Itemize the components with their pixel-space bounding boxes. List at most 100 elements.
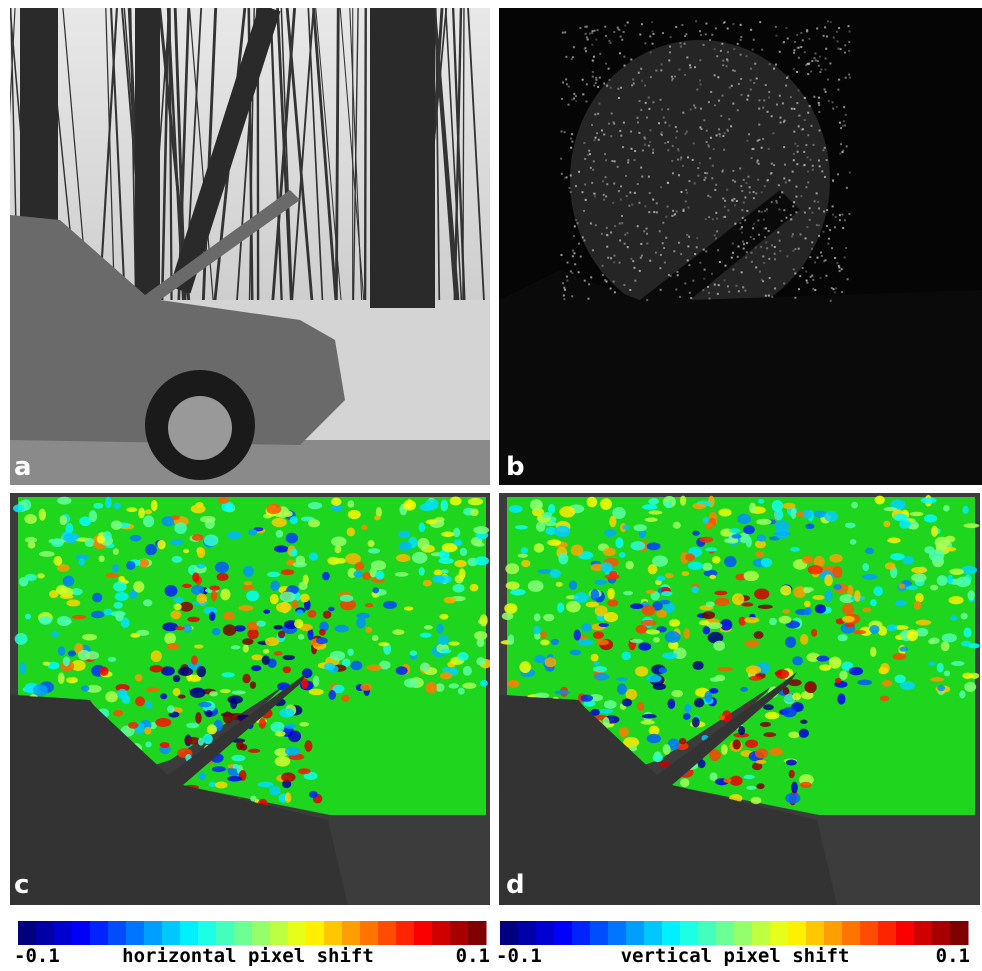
shift-blob: [319, 629, 326, 636]
noise-dot: [753, 223, 755, 225]
panel-c-image: [10, 493, 491, 905]
noise-dot: [592, 60, 594, 62]
shift-blob: [288, 730, 301, 742]
shift-blob: [209, 781, 216, 787]
shift-blob: [79, 558, 85, 565]
shift-blob: [470, 584, 479, 591]
noise-dot: [634, 150, 636, 152]
shift-blob: [536, 521, 545, 531]
shift-blob: [285, 747, 300, 756]
shift-blob: [502, 612, 514, 620]
noise-dot: [766, 247, 768, 249]
shift-blob: [347, 528, 355, 537]
noise-dot: [783, 283, 785, 285]
noise-dot: [584, 239, 586, 241]
shift-blob: [112, 564, 119, 572]
noise-dot: [668, 274, 670, 276]
noise-dot: [680, 46, 682, 48]
shift-blob: [521, 547, 529, 553]
shift-blob: [702, 626, 710, 634]
shift-blob: [607, 599, 618, 606]
shift-blob: [404, 606, 413, 610]
noise-dot: [575, 95, 577, 97]
shift-blob: [845, 623, 855, 627]
noise-dot: [728, 118, 730, 120]
shift-blob: [440, 500, 448, 512]
shift-blob: [607, 588, 615, 599]
shift-blob: [227, 695, 242, 704]
noise-dot: [812, 279, 814, 281]
noise-dot: [748, 133, 750, 135]
noise-dot: [736, 200, 738, 202]
shift-blob: [515, 525, 528, 529]
shift-blob: [392, 629, 404, 635]
shift-blob: [819, 664, 831, 670]
noise-dot: [783, 146, 785, 148]
noise-dot: [711, 273, 713, 275]
noise-dot: [774, 253, 776, 255]
noise-dot: [782, 41, 784, 43]
shift-blob: [591, 589, 600, 600]
shift-blob: [547, 539, 561, 545]
noise-dot: [601, 129, 603, 131]
noise-dot: [613, 281, 615, 283]
shift-blob: [173, 688, 181, 696]
noise-dot: [618, 97, 620, 99]
colorbar: [18, 921, 487, 945]
shift-blob: [530, 499, 543, 511]
noise-dot: [566, 176, 568, 178]
shift-blob: [246, 590, 259, 601]
shift-blob: [679, 738, 687, 744]
shift-blob: [937, 575, 948, 586]
shift-blob: [558, 553, 568, 565]
noise-dot: [680, 159, 682, 161]
noise-dot: [643, 230, 645, 232]
noise-dot: [747, 95, 749, 97]
noise-dot: [684, 35, 686, 37]
shift-blob: [838, 634, 848, 641]
shift-blob: [19, 577, 28, 587]
shift-blob: [58, 672, 65, 683]
shift-blob: [353, 571, 362, 578]
noise-dot: [812, 165, 814, 167]
shift-blob: [365, 627, 372, 633]
noise-dot: [792, 233, 794, 235]
noise-dot: [807, 156, 809, 158]
shift-blob: [642, 714, 657, 719]
noise-dot: [592, 71, 594, 73]
noise-dot: [773, 68, 775, 70]
colorbar-title: vertical pixel shift: [621, 945, 850, 967]
shift-blob: [330, 651, 345, 661]
shift-blob: [60, 594, 73, 599]
shift-blob: [521, 560, 530, 567]
noise-dot: [664, 142, 666, 144]
shift-blob: [509, 505, 523, 513]
shift-blob: [283, 655, 295, 660]
noise-dot: [762, 138, 764, 140]
noise-dot: [779, 196, 781, 198]
noise-dot: [595, 77, 597, 79]
noise-dot: [575, 219, 577, 221]
colorbar-segment: [950, 921, 969, 945]
shift-blob: [824, 511, 838, 522]
shift-blob: [842, 603, 854, 615]
noise-dot: [827, 78, 829, 80]
shift-blob: [269, 786, 281, 795]
noise-dot: [768, 230, 770, 232]
noise-dot: [650, 76, 652, 78]
noise-dot: [628, 205, 630, 207]
noise-dot: [727, 27, 729, 29]
noise-dot: [582, 236, 584, 238]
noise-dot: [564, 289, 566, 291]
noise-dot: [746, 99, 748, 101]
shift-blob: [196, 666, 206, 677]
noise-dot: [603, 194, 605, 196]
shift-blob: [665, 573, 674, 578]
shift-blob: [66, 677, 78, 683]
noise-dot: [824, 259, 826, 261]
noise-dot: [663, 116, 665, 118]
shift-blob: [769, 748, 783, 756]
shift-blob: [756, 519, 771, 525]
shift-blob: [890, 553, 905, 560]
noise-dot: [793, 201, 795, 203]
